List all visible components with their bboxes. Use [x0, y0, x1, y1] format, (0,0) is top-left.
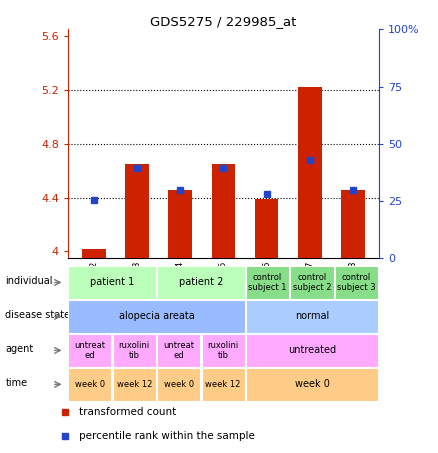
- Text: patient 1: patient 1: [90, 277, 134, 288]
- Text: transformed count: transformed count: [79, 407, 176, 417]
- Text: week 12: week 12: [117, 380, 152, 389]
- Text: normal: normal: [295, 311, 329, 322]
- Text: control
subject 2: control subject 2: [293, 273, 331, 292]
- Bar: [168, 190, 192, 258]
- Text: percentile rank within the sample: percentile rank within the sample: [79, 431, 255, 441]
- Text: week 12: week 12: [205, 380, 241, 389]
- Bar: [254, 199, 279, 258]
- Bar: [341, 190, 365, 258]
- Text: untreat
ed: untreat ed: [74, 341, 106, 360]
- Title: GDS5275 / 229985_at: GDS5275 / 229985_at: [150, 15, 297, 28]
- Text: untreated: untreated: [288, 345, 336, 356]
- Text: control
subject 3: control subject 3: [337, 273, 376, 292]
- Text: time: time: [5, 378, 28, 388]
- Text: week 0: week 0: [164, 380, 194, 389]
- Text: individual: individual: [5, 276, 53, 286]
- Text: untreat
ed: untreat ed: [163, 341, 194, 360]
- Text: control
subject 1: control subject 1: [248, 273, 287, 292]
- Bar: [298, 87, 321, 258]
- Bar: [125, 164, 149, 258]
- Text: patient 2: patient 2: [179, 277, 223, 288]
- Text: ruxolini
tib: ruxolini tib: [119, 341, 150, 360]
- Text: alopecia areata: alopecia areata: [119, 311, 194, 322]
- Text: ruxolini
tib: ruxolini tib: [208, 341, 239, 360]
- Text: disease state: disease state: [5, 310, 71, 320]
- Bar: [82, 249, 106, 258]
- Text: agent: agent: [5, 344, 34, 354]
- Text: week 0: week 0: [295, 379, 329, 390]
- Bar: [212, 164, 235, 258]
- Text: week 0: week 0: [75, 380, 105, 389]
